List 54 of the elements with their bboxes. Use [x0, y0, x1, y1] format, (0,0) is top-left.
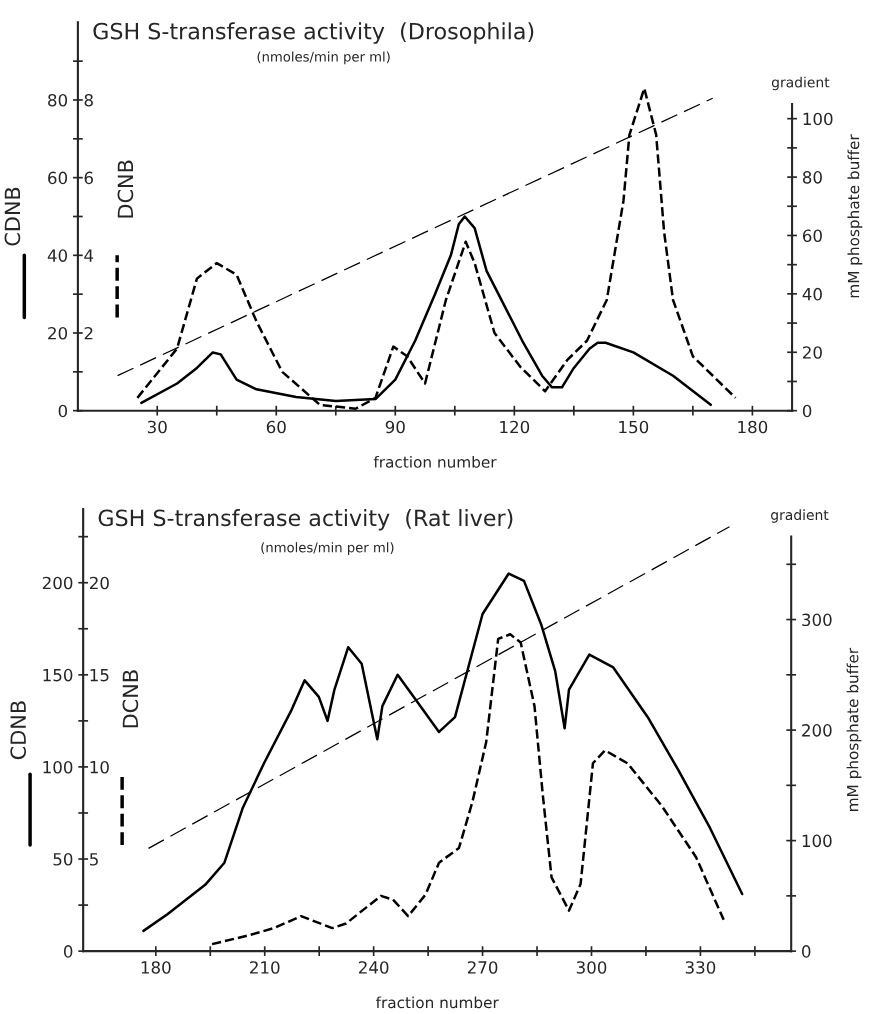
- y2-tick-label: 0: [802, 404, 812, 418]
- y3-tick-label: 15: [90, 669, 109, 682]
- x-tick-label: 150: [619, 420, 649, 434]
- y-tick-label: 200: [42, 576, 73, 590]
- y3-tick-label: 8: [84, 93, 93, 107]
- x-axis-title: fraction number: [373, 455, 497, 468]
- y-tick-label: 60: [48, 171, 68, 185]
- y3-tick-label: 20: [89, 576, 109, 590]
- y3-tick-label: 4: [84, 249, 94, 262]
- x-tick-label: 120: [500, 420, 530, 434]
- y2-tick-label: 40: [802, 287, 822, 301]
- y3-axis-title: DCNB: [122, 670, 139, 728]
- annotation: gradient: [771, 509, 829, 523]
- y2-tick-label: 80: [802, 171, 822, 184]
- y2-axis-title: mM phosphate buffer: [846, 647, 862, 811]
- y-tick-label: 50: [53, 852, 73, 866]
- x-axis-title: fraction number: [375, 996, 499, 1009]
- y2-tick-label: 20: [803, 346, 822, 359]
- y3-tick-label: 10: [90, 760, 109, 774]
- y2-axis-title: mM phosphate buffer: [847, 134, 863, 298]
- y-tick-label: 0: [63, 945, 73, 958]
- text: (nmoles/min per ml): [261, 542, 394, 555]
- y3-axis-title: DCNB: [117, 160, 134, 218]
- y-tick-label: 0: [58, 404, 68, 418]
- x-tick-label: 30: [147, 420, 167, 434]
- y-axis-title: CDNB: [4, 187, 21, 246]
- y3-tick-label: 2: [84, 326, 93, 340]
- y2-tick-label: 100: [803, 112, 833, 126]
- x-tick-label: 270: [467, 961, 498, 974]
- y-tick-label: 150: [43, 668, 73, 682]
- x-tick-label: 60: [266, 420, 286, 434]
- x-tick-label: 300: [576, 961, 607, 974]
- chart-title: GSH S-transferase activity (Rat liver): [98, 509, 513, 531]
- y-tick-label: 80: [48, 93, 68, 107]
- y2-tick-label: 300: [802, 613, 832, 627]
- y-tick-label: 20: [48, 326, 68, 340]
- x-tick-label: 180: [141, 961, 171, 974]
- y-tick-label: 100: [43, 760, 73, 774]
- x-tick-label: 330: [685, 961, 716, 974]
- chart-title: GSH S-transferase activity (Drosophila): [93, 22, 534, 44]
- y2-tick-label: 200: [802, 724, 832, 737]
- y3-tick-label: 6: [84, 171, 93, 185]
- y2-tick-label: 100: [802, 834, 832, 848]
- x-tick-label: 210: [250, 961, 280, 974]
- x-tick-label: 90: [385, 420, 405, 434]
- x-tick-label: 180: [738, 420, 768, 434]
- y2-tick-label: 60: [802, 229, 822, 243]
- y3-tick-label: 5: [90, 853, 98, 866]
- y-axis-title: CDNB: [10, 701, 27, 760]
- y2-tick-label: 0: [802, 945, 811, 958]
- x-tick-label: 240: [358, 961, 389, 974]
- y-tick-label: 40: [47, 249, 68, 262]
- text: (nmoles/min per ml): [257, 51, 390, 65]
- annotation: gradient: [771, 76, 830, 91]
